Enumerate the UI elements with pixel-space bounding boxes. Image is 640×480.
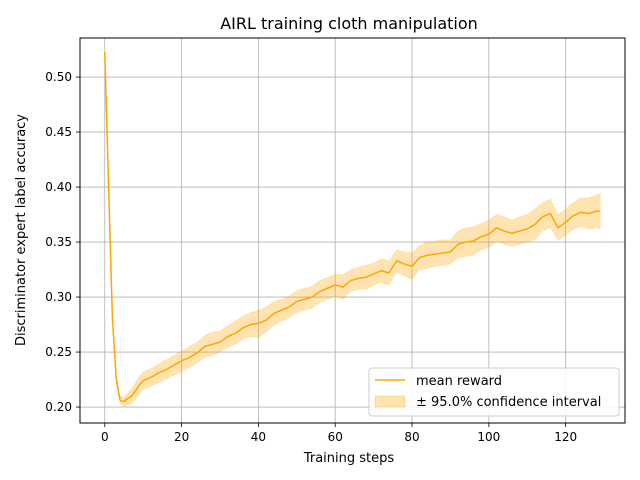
x-axis-label: Training steps	[303, 451, 395, 466]
chart-title: AIRL training cloth manipulation	[220, 14, 478, 33]
x-tick-label: 60	[328, 430, 343, 444]
y-tick-label: 0.50	[45, 70, 72, 84]
legend: mean reward ± 95.0% confidence interval	[368, 367, 620, 417]
y-tick-label: 0.30	[45, 290, 72, 304]
x-tick-label: 20	[174, 430, 189, 444]
y-tick-label: 0.35	[45, 235, 72, 249]
y-tick-label: 0.45	[45, 125, 72, 139]
legend-box	[368, 367, 620, 417]
grid	[80, 38, 625, 423]
y-tick-label: 0.25	[45, 345, 72, 359]
y-axis-ticks: 0.20 0.25 0.30 0.35 0.40 0.45 0.50	[45, 70, 80, 414]
y-tick-label: 0.20	[45, 400, 72, 414]
legend-label-band: ± 95.0% confidence interval	[416, 395, 601, 410]
x-tick-label: 120	[554, 430, 577, 444]
x-tick-label: 0	[101, 430, 109, 444]
mean-reward-line	[104, 51, 601, 403]
x-tick-label: 80	[404, 430, 419, 444]
series-line-layer	[104, 51, 601, 403]
legend-label-mean: mean reward	[416, 374, 502, 389]
plot-area-frame	[79, 37, 626, 424]
x-axis-ticks: 0 20 40 60 80 100 120	[101, 423, 577, 444]
y-tick-label: 0.40	[45, 180, 72, 194]
y-axis-label: Discriminator expert label accuracy	[14, 114, 29, 346]
x-tick-label: 40	[251, 430, 266, 444]
x-tick-label: 100	[477, 430, 500, 444]
legend-band-swatch	[374, 395, 406, 408]
